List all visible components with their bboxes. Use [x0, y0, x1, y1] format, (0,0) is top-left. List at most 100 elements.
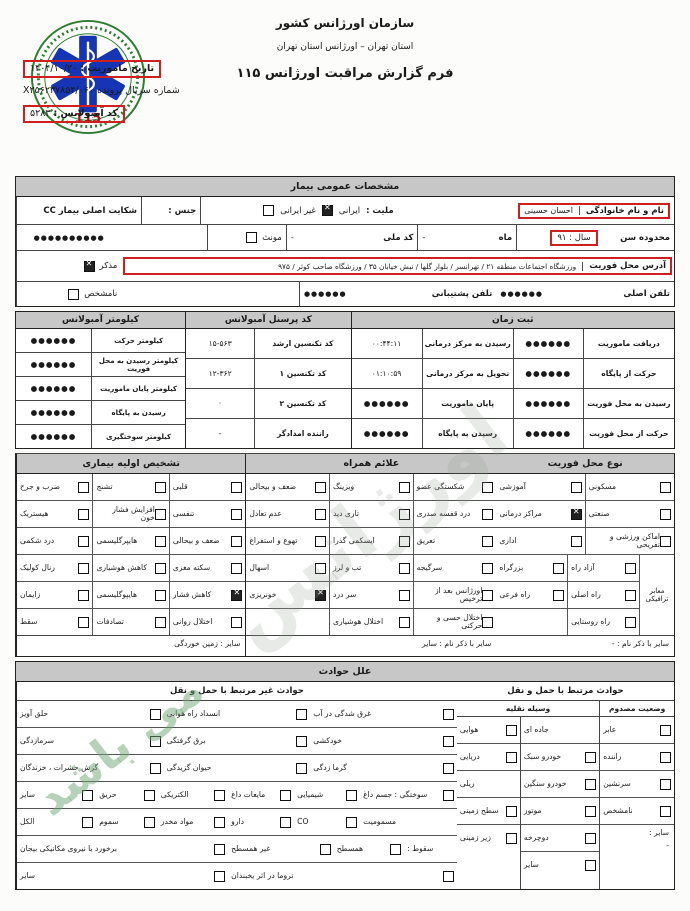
checkbox[interactable] [442, 708, 454, 720]
checkbox[interactable] [442, 870, 454, 882]
checkbox[interactable] [78, 562, 90, 574]
backup-phone-label: تلفن پشتیبانی [431, 289, 493, 299]
checkbox[interactable] [398, 535, 410, 547]
checkbox[interactable] [660, 778, 671, 790]
checkbox[interactable] [398, 616, 410, 628]
checkbox[interactable] [585, 832, 597, 844]
checked-checkbox[interactable] [315, 588, 326, 601]
checkbox[interactable] [143, 789, 155, 801]
checkbox[interactable] [82, 816, 94, 828]
checkbox[interactable] [346, 789, 358, 801]
checkbox[interactable] [78, 508, 90, 520]
item-label: تصادفات [96, 616, 124, 626]
checkbox[interactable] [315, 508, 326, 520]
symptoms-other-line[interactable]: سایر با ذکر نام : سایر [246, 635, 497, 656]
checkbox[interactable] [398, 562, 410, 574]
checkbox[interactable] [78, 616, 90, 628]
checkbox[interactable] [154, 481, 166, 493]
checkbox[interactable] [280, 816, 292, 828]
checkbox[interactable] [660, 508, 671, 520]
checkbox[interactable] [214, 816, 226, 828]
checkbox[interactable] [442, 762, 454, 774]
item-label: راننده [603, 751, 622, 761]
checkbox[interactable] [505, 751, 517, 763]
nationality-iranian-checkbox[interactable] [321, 203, 333, 216]
item-label: عدم تعادل [249, 508, 282, 518]
gender-male-checkbox[interactable] [83, 259, 95, 272]
checkbox[interactable] [390, 843, 402, 855]
checkbox[interactable] [319, 843, 331, 855]
checkbox[interactable] [553, 562, 565, 574]
checkbox[interactable] [398, 508, 410, 520]
checkbox[interactable] [154, 562, 166, 574]
checkbox[interactable] [570, 481, 582, 493]
checkbox[interactable] [585, 751, 597, 763]
checkbox[interactable] [625, 589, 636, 601]
gender-unknown-checkbox[interactable] [68, 288, 80, 300]
location-other-line[interactable]: سایر با ذکر نام : - [496, 635, 674, 656]
checkbox[interactable] [442, 789, 454, 801]
checkbox[interactable] [505, 832, 517, 844]
checkbox[interactable] [482, 562, 494, 574]
checkbox[interactable] [398, 589, 410, 601]
checkbox[interactable] [296, 708, 308, 720]
checkbox[interactable] [585, 805, 597, 817]
nationality-foreign-checkbox[interactable] [263, 205, 275, 216]
checkbox[interactable] [149, 735, 161, 747]
checkbox[interactable] [231, 616, 243, 628]
checkbox[interactable] [154, 535, 166, 547]
checkbox-item: درد قفسه صدری [412, 501, 497, 527]
checkbox[interactable] [78, 535, 90, 547]
gender-female-checkbox[interactable] [246, 232, 258, 243]
checkbox[interactable] [398, 481, 410, 493]
checkbox[interactable] [296, 762, 308, 774]
checkbox[interactable] [505, 805, 517, 817]
checkbox[interactable] [570, 535, 582, 547]
diagnosis-other-line[interactable]: سایر : زمین خوردگی [17, 635, 246, 656]
checkbox[interactable] [660, 751, 671, 763]
checkbox[interactable] [214, 843, 226, 855]
checkbox[interactable] [296, 735, 308, 747]
checkbox[interactable] [154, 616, 166, 628]
checkbox[interactable] [154, 589, 166, 601]
checkbox[interactable] [82, 789, 94, 801]
checkbox[interactable] [78, 481, 90, 493]
checkbox[interactable] [553, 589, 565, 601]
checkbox[interactable] [315, 481, 326, 493]
checkbox[interactable] [214, 789, 226, 801]
checkbox[interactable] [660, 805, 671, 817]
checkbox[interactable] [315, 535, 326, 547]
checkbox[interactable] [660, 535, 671, 547]
item-label: ایسکمی گذرا [333, 535, 375, 545]
checkbox[interactable] [482, 508, 494, 520]
checkbox[interactable] [660, 724, 671, 736]
checkbox[interactable] [231, 535, 243, 547]
checkbox[interactable] [149, 708, 161, 720]
checkbox[interactable] [482, 481, 494, 493]
checkbox[interactable] [625, 562, 636, 574]
checkbox[interactable] [280, 789, 292, 801]
checklist-row: اختلال روانی تصادفات سقط [17, 608, 246, 635]
checkbox[interactable] [482, 535, 494, 547]
checkbox[interactable] [482, 616, 494, 628]
item-label: آزاد راه [571, 562, 595, 572]
checkbox[interactable] [154, 508, 166, 520]
checkbox[interactable] [214, 870, 226, 882]
checkbox[interactable] [78, 589, 90, 601]
checkbox[interactable] [442, 735, 454, 747]
checkbox[interactable] [231, 508, 243, 520]
checkbox[interactable] [231, 481, 243, 493]
checkbox[interactable] [315, 562, 326, 574]
checkbox[interactable] [231, 562, 243, 574]
checkbox[interactable] [585, 859, 597, 871]
checkbox[interactable] [505, 724, 517, 736]
checkbox[interactable] [143, 816, 155, 828]
checkbox[interactable] [625, 616, 636, 628]
checkbox[interactable] [585, 778, 597, 790]
checkbox[interactable] [149, 762, 161, 774]
checkbox[interactable] [346, 816, 358, 828]
checkbox[interactable] [482, 589, 494, 601]
checkbox[interactable] [660, 481, 671, 493]
checked-checkbox[interactable] [231, 588, 243, 601]
checked-checkbox[interactable] [570, 507, 582, 520]
